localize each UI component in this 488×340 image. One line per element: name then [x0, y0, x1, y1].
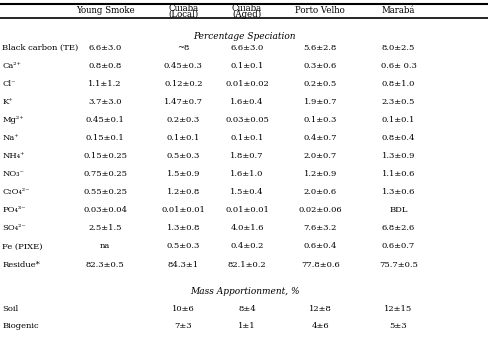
- Text: 8.0±2.5: 8.0±2.5: [381, 44, 414, 52]
- Text: Young Smoke: Young Smoke: [76, 6, 134, 15]
- Text: 0.8±0.8: 0.8±0.8: [88, 62, 122, 70]
- Text: Mass Apportionment, %: Mass Apportionment, %: [189, 287, 299, 295]
- Text: K⁺: K⁺: [2, 98, 13, 106]
- Text: Na⁺: Na⁺: [2, 134, 19, 142]
- Text: 1.1±1.2: 1.1±1.2: [88, 80, 122, 88]
- Text: 1.2±0.9: 1.2±0.9: [303, 170, 336, 178]
- Text: 4.0±1.6: 4.0±1.6: [230, 224, 263, 233]
- Text: 6.6±3.0: 6.6±3.0: [88, 44, 122, 52]
- Text: 0.01±0.02: 0.01±0.02: [224, 80, 268, 88]
- Text: 0.6± 0.3: 0.6± 0.3: [380, 62, 416, 70]
- Text: 0.1±0.1: 0.1±0.1: [166, 134, 200, 142]
- Text: 2.5±1.5: 2.5±1.5: [88, 224, 122, 233]
- Text: 0.01±0.01: 0.01±0.01: [161, 206, 205, 215]
- Text: 0.2±0.3: 0.2±0.3: [166, 116, 200, 124]
- Text: 8±4: 8±4: [238, 305, 255, 313]
- Text: Fe (PIXE): Fe (PIXE): [2, 242, 43, 251]
- Text: 1.8±0.7: 1.8±0.7: [230, 152, 263, 160]
- Text: 12±8: 12±8: [308, 305, 331, 313]
- Text: 1.3±0.9: 1.3±0.9: [381, 152, 414, 160]
- Text: Cl⁻: Cl⁻: [2, 80, 16, 88]
- Text: NO₃⁻: NO₃⁻: [2, 170, 24, 178]
- Text: 0.1±0.3: 0.1±0.3: [303, 116, 336, 124]
- Text: 0.03±0.05: 0.03±0.05: [224, 116, 268, 124]
- Text: 2.3±0.5: 2.3±0.5: [381, 98, 414, 106]
- Text: 0.8±0.4: 0.8±0.4: [381, 134, 414, 142]
- Text: 3.7±3.0: 3.7±3.0: [88, 98, 122, 106]
- Text: 0.3±0.6: 0.3±0.6: [303, 62, 336, 70]
- Text: na: na: [100, 242, 110, 251]
- Text: 0.45±0.3: 0.45±0.3: [163, 62, 203, 70]
- Text: 0.45±0.1: 0.45±0.1: [85, 116, 124, 124]
- Text: 1.6±0.4: 1.6±0.4: [230, 98, 263, 106]
- Text: 1.5±0.9: 1.5±0.9: [166, 170, 200, 178]
- Text: (Aged): (Aged): [232, 10, 261, 19]
- Text: 1.6±1.0: 1.6±1.0: [230, 170, 263, 178]
- Text: (Local): (Local): [168, 10, 198, 19]
- Text: 82.3±0.5: 82.3±0.5: [85, 260, 124, 269]
- Text: Mg²⁺: Mg²⁺: [2, 116, 24, 124]
- Text: Porto Velho: Porto Velho: [295, 6, 345, 15]
- Text: 0.6±0.7: 0.6±0.7: [381, 242, 414, 251]
- Text: 0.4±0.7: 0.4±0.7: [303, 134, 336, 142]
- Text: 1.3±0.6: 1.3±0.6: [381, 188, 414, 197]
- Text: 1.1±0.6: 1.1±0.6: [381, 170, 414, 178]
- Text: ~8: ~8: [177, 44, 189, 52]
- Text: 1.5±0.4: 1.5±0.4: [230, 188, 263, 197]
- Text: 0.1±0.1: 0.1±0.1: [230, 134, 263, 142]
- Text: Residue*: Residue*: [2, 260, 40, 269]
- Text: 0.4±0.2: 0.4±0.2: [230, 242, 263, 251]
- Text: 0.2±0.5: 0.2±0.5: [303, 80, 336, 88]
- Text: 0.15±0.1: 0.15±0.1: [85, 134, 124, 142]
- Text: 0.6±0.4: 0.6±0.4: [303, 242, 336, 251]
- Text: Marabá: Marabá: [381, 6, 414, 15]
- Text: 77.8±0.6: 77.8±0.6: [300, 260, 339, 269]
- Text: 1±1: 1±1: [238, 322, 255, 330]
- Text: 6.6±3.0: 6.6±3.0: [230, 44, 263, 52]
- Text: 75.7±0.5: 75.7±0.5: [378, 260, 417, 269]
- Text: 1.47±0.7: 1.47±0.7: [163, 98, 203, 106]
- Text: 0.03±0.04: 0.03±0.04: [83, 206, 127, 215]
- Text: 7±3: 7±3: [174, 322, 192, 330]
- Text: 0.75±0.25: 0.75±0.25: [83, 170, 127, 178]
- Text: Cuiabá: Cuiabá: [168, 4, 198, 13]
- Text: 1.9±0.7: 1.9±0.7: [303, 98, 336, 106]
- Text: 0.55±0.25: 0.55±0.25: [83, 188, 127, 197]
- Text: Percentage Speciation: Percentage Speciation: [193, 32, 295, 40]
- Text: Soil: Soil: [2, 305, 19, 313]
- Text: 0.8±1.0: 0.8±1.0: [381, 80, 414, 88]
- Text: C₂O₄²⁻: C₂O₄²⁻: [2, 188, 30, 197]
- Text: 0.15±0.25: 0.15±0.25: [83, 152, 127, 160]
- Text: 1.2±0.8: 1.2±0.8: [166, 188, 200, 197]
- Text: Black carbon (TE): Black carbon (TE): [2, 44, 79, 52]
- Text: 0.12±0.2: 0.12±0.2: [164, 80, 202, 88]
- Text: 10±6: 10±6: [172, 305, 194, 313]
- Text: 2.0±0.6: 2.0±0.6: [303, 188, 336, 197]
- Text: 84.3±1: 84.3±1: [167, 260, 199, 269]
- Text: 0.01±0.01: 0.01±0.01: [224, 206, 268, 215]
- Text: 0.1±0.1: 0.1±0.1: [381, 116, 414, 124]
- Text: 5.6±2.8: 5.6±2.8: [303, 44, 336, 52]
- Text: Biogenic: Biogenic: [2, 322, 39, 330]
- Text: 0.5±0.3: 0.5±0.3: [166, 242, 200, 251]
- Text: SO₄²⁻: SO₄²⁻: [2, 224, 26, 233]
- Text: Cuiabá: Cuiabá: [231, 4, 262, 13]
- Text: NH₄⁺: NH₄⁺: [2, 152, 25, 160]
- Text: 1.3±0.8: 1.3±0.8: [166, 224, 200, 233]
- Text: 5±3: 5±3: [389, 322, 407, 330]
- Text: 0.1±0.1: 0.1±0.1: [230, 62, 263, 70]
- Text: 4±6: 4±6: [311, 322, 328, 330]
- Text: PO₄³⁻: PO₄³⁻: [2, 206, 26, 215]
- Text: 82.1±0.2: 82.1±0.2: [227, 260, 265, 269]
- Text: 6.8±2.6: 6.8±2.6: [381, 224, 414, 233]
- Text: BDL: BDL: [388, 206, 407, 215]
- Text: 0.5±0.3: 0.5±0.3: [166, 152, 200, 160]
- Text: 2.0±0.7: 2.0±0.7: [303, 152, 336, 160]
- Text: Ca²⁺: Ca²⁺: [2, 62, 21, 70]
- Text: 12±15: 12±15: [384, 305, 412, 313]
- Text: 7.6±3.2: 7.6±3.2: [303, 224, 336, 233]
- Text: 0.02±0.06: 0.02±0.06: [298, 206, 342, 215]
